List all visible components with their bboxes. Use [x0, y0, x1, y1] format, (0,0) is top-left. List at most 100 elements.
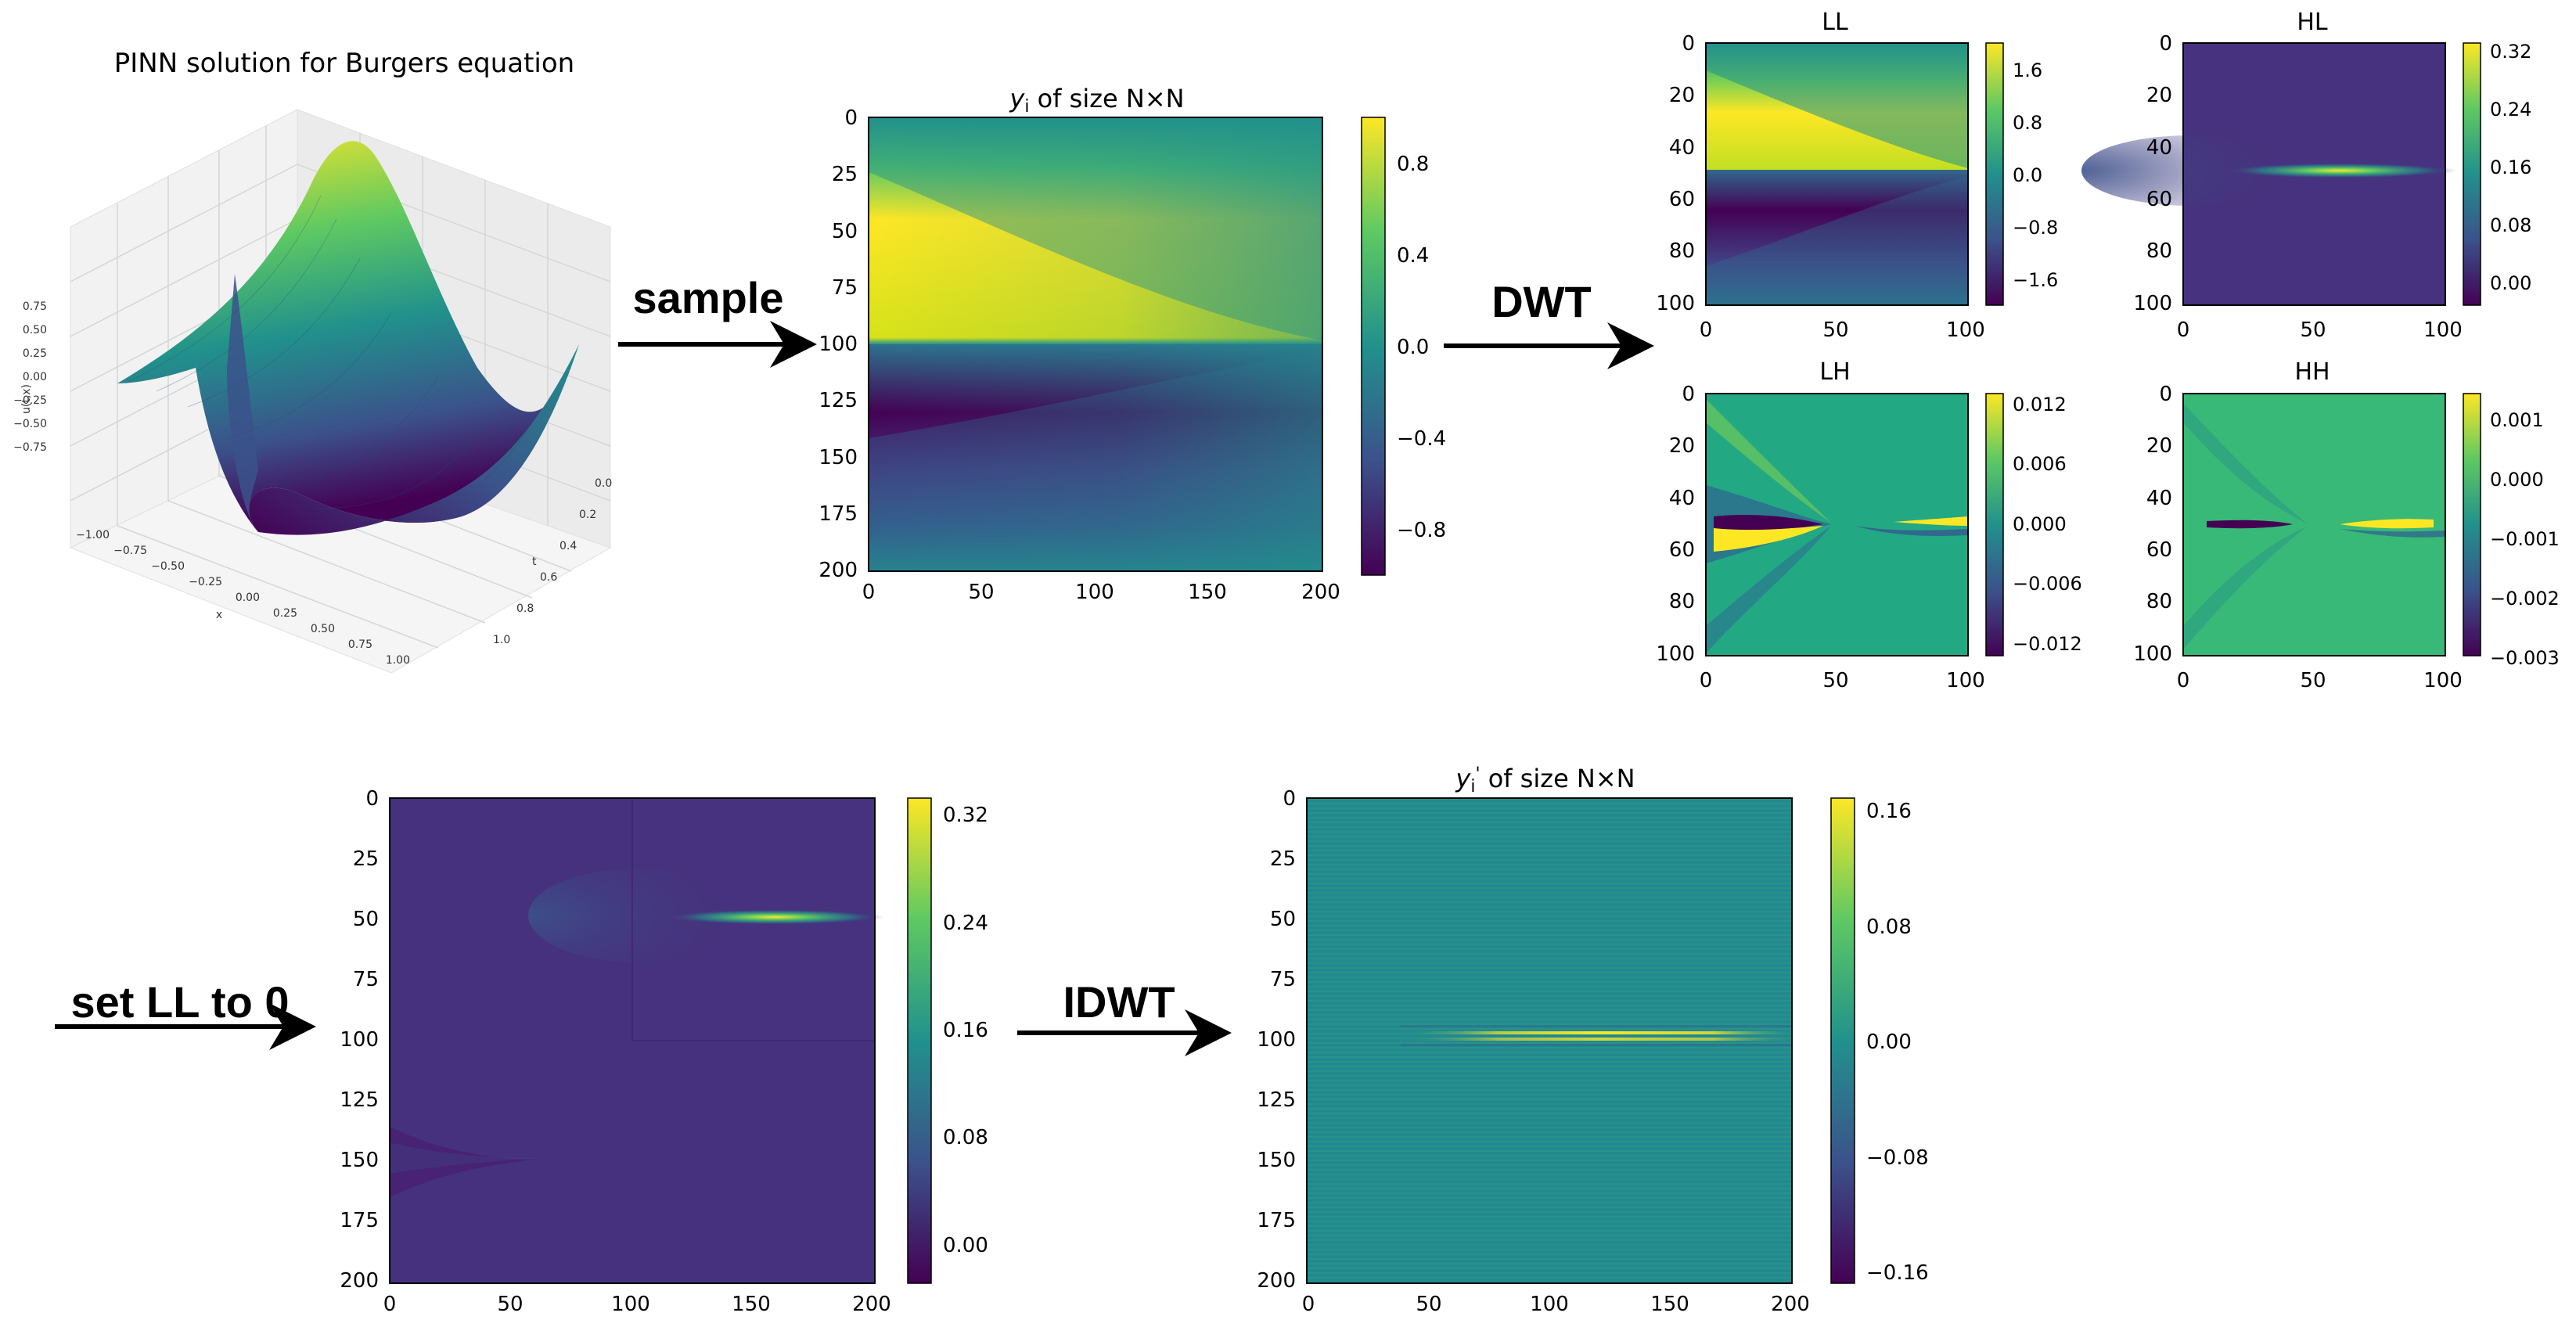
svg-text:0.00: 0.00	[943, 1234, 988, 1257]
ll-title: LL	[1822, 9, 1848, 36]
svg-text:200: 200	[340, 1269, 379, 1293]
arrow-idwt: IDWT	[1017, 977, 1232, 1056]
hh-title: HH	[2294, 358, 2330, 386]
svg-text:0: 0	[2177, 669, 2190, 692]
svg-text:−0.002: −0.002	[2490, 588, 2560, 610]
svg-text:100: 100	[818, 333, 858, 356]
svg-text:20: 20	[2146, 84, 2172, 107]
heatmap-HL: HL 0 50 100 0 20 40 60 80 100 0.32 0.24 …	[2081, 9, 2531, 342]
sampled-image	[868, 117, 1323, 572]
svg-text:0.08: 0.08	[1866, 915, 1912, 939]
svg-text:25: 25	[1270, 847, 1296, 871]
svg-text:0.16: 0.16	[943, 1019, 988, 1042]
svg-text:200: 200	[1257, 1269, 1296, 1293]
set-ll-axes: 0 50 100 150 200 0 25 50 75 100 125 150 …	[340, 787, 890, 1316]
svg-text:175: 175	[1257, 1209, 1296, 1232]
svg-text:0.2: 0.2	[579, 509, 596, 521]
svg-text:100: 100	[2423, 318, 2463, 342]
svg-text:0.0: 0.0	[1397, 336, 1429, 359]
svg-text:0: 0	[844, 106, 858, 130]
svg-text:20: 20	[1669, 434, 1695, 458]
heatmap-HH: HH 0 50 100 0 20 40 60 80 100 0.001 0.00…	[2133, 358, 2559, 692]
svg-text:60: 60	[1669, 538, 1695, 562]
svg-text:200: 200	[1771, 1293, 1810, 1316]
svg-text:−0.003: −0.003	[2490, 647, 2560, 669]
svg-text:50: 50	[2300, 669, 2326, 692]
svg-text:−0.08: −0.08	[1866, 1146, 1929, 1170]
svg-text:100: 100	[1530, 1293, 1569, 1316]
svg-text:0: 0	[1682, 383, 1695, 406]
heatmap-LH: LH 0 50 100 0 20 40 60 80 100 0.012 0.00…	[1656, 358, 2081, 692]
svg-text:0.006: 0.006	[2013, 453, 2067, 475]
heatmap-sampled: yi of size N×N 0 50 100 150 200 0 25 50 …	[818, 84, 1446, 604]
svg-text:75: 75	[1270, 968, 1296, 991]
svg-text:0.16: 0.16	[2490, 156, 2531, 178]
step-label-dwt: DWT	[1491, 277, 1592, 326]
lh-title: LH	[1819, 358, 1850, 386]
x-axis-label: x	[216, 609, 222, 621]
svg-text:50: 50	[497, 1293, 523, 1316]
svg-text:75: 75	[353, 968, 379, 991]
svg-text:150: 150	[340, 1149, 379, 1172]
surface-cliff	[227, 274, 258, 532]
svg-text:0.8: 0.8	[516, 602, 534, 615]
svg-text:0.001: 0.001	[2490, 409, 2544, 431]
svg-text:0.00: 0.00	[2490, 272, 2531, 294]
reconstructed-title: yi' of size N×N	[1455, 764, 1635, 797]
svg-text:25: 25	[832, 163, 858, 186]
svg-text:125: 125	[340, 1088, 379, 1112]
svg-text:0.8: 0.8	[2013, 112, 2042, 134]
svg-text:80: 80	[2146, 239, 2172, 263]
t-axis: 0.0 0.2 0.4 0.6 0.8 1.0 t	[493, 477, 612, 646]
svg-text:100: 100	[1075, 581, 1114, 604]
svg-text:0: 0	[365, 787, 379, 811]
svg-text:150: 150	[1188, 581, 1227, 604]
svg-text:0.24: 0.24	[943, 912, 988, 935]
svg-text:125: 125	[1257, 1088, 1296, 1112]
svg-text:0.012: 0.012	[2013, 394, 2067, 415]
svg-text:100: 100	[1257, 1028, 1296, 1052]
svg-text:150: 150	[1650, 1293, 1689, 1316]
svg-text:200: 200	[818, 559, 858, 582]
svg-text:20: 20	[1669, 84, 1695, 107]
sampled-axes: 0 50 100 150 200 0 25 50 75 100 125 150 …	[818, 106, 1340, 604]
surface-mesh	[124, 195, 533, 521]
svg-text:0.08: 0.08	[943, 1126, 988, 1149]
svg-text:50: 50	[1270, 908, 1296, 931]
svg-text:50: 50	[1822, 669, 1848, 692]
svg-text:0.6: 0.6	[540, 571, 557, 584]
svg-text:0: 0	[2159, 32, 2172, 56]
heatmap-set-ll-zero: 0 50 100 150 200 0 25 50 75 100 125 150 …	[340, 787, 988, 1316]
svg-text:0: 0	[1682, 32, 1695, 56]
svg-text:100: 100	[2133, 292, 2172, 315]
svg-text:0: 0	[862, 581, 876, 604]
svg-text:0.08: 0.08	[2490, 214, 2531, 236]
svg-text:50: 50	[968, 581, 994, 604]
hl-title: HL	[2297, 9, 2328, 36]
svg-text:0.000: 0.000	[2013, 513, 2067, 535]
svg-text:0: 0	[383, 1293, 397, 1316]
svg-text:0.75: 0.75	[348, 638, 372, 651]
svg-text:0.000: 0.000	[2490, 469, 2544, 491]
svg-text:−0.16: −0.16	[1866, 1261, 1929, 1285]
svg-text:100: 100	[1946, 318, 1985, 342]
svg-text:80: 80	[2146, 590, 2172, 613]
arrow-dwt: DWT	[1444, 277, 1654, 369]
svg-text:100: 100	[1656, 642, 1695, 666]
arrow-sample: sample	[618, 273, 817, 368]
svg-text:50: 50	[2300, 318, 2326, 342]
step-label-sample: sample	[633, 273, 784, 322]
svg-text:1.00: 1.00	[386, 654, 410, 667]
svg-text:100: 100	[1946, 669, 1985, 692]
svg-text:0: 0	[2159, 383, 2172, 406]
svg-text:0.00: 0.00	[236, 592, 260, 604]
svg-text:100: 100	[2423, 669, 2463, 692]
svg-text:0.25: 0.25	[273, 607, 297, 620]
reconstructed-colorbar: 0.16 0.08 0.00 −0.08 −0.16	[1830, 797, 1929, 1285]
svg-text:0.0: 0.0	[595, 477, 612, 490]
svg-text:−0.4: −0.4	[1397, 427, 1446, 451]
svg-text:0.32: 0.32	[2490, 41, 2531, 63]
sampled-colorbar: 0.8 0.4 0.0 −0.4 −0.8	[1361, 117, 1446, 576]
svg-text:40: 40	[2146, 136, 2172, 160]
svg-text:−0.50: −0.50	[151, 560, 185, 573]
